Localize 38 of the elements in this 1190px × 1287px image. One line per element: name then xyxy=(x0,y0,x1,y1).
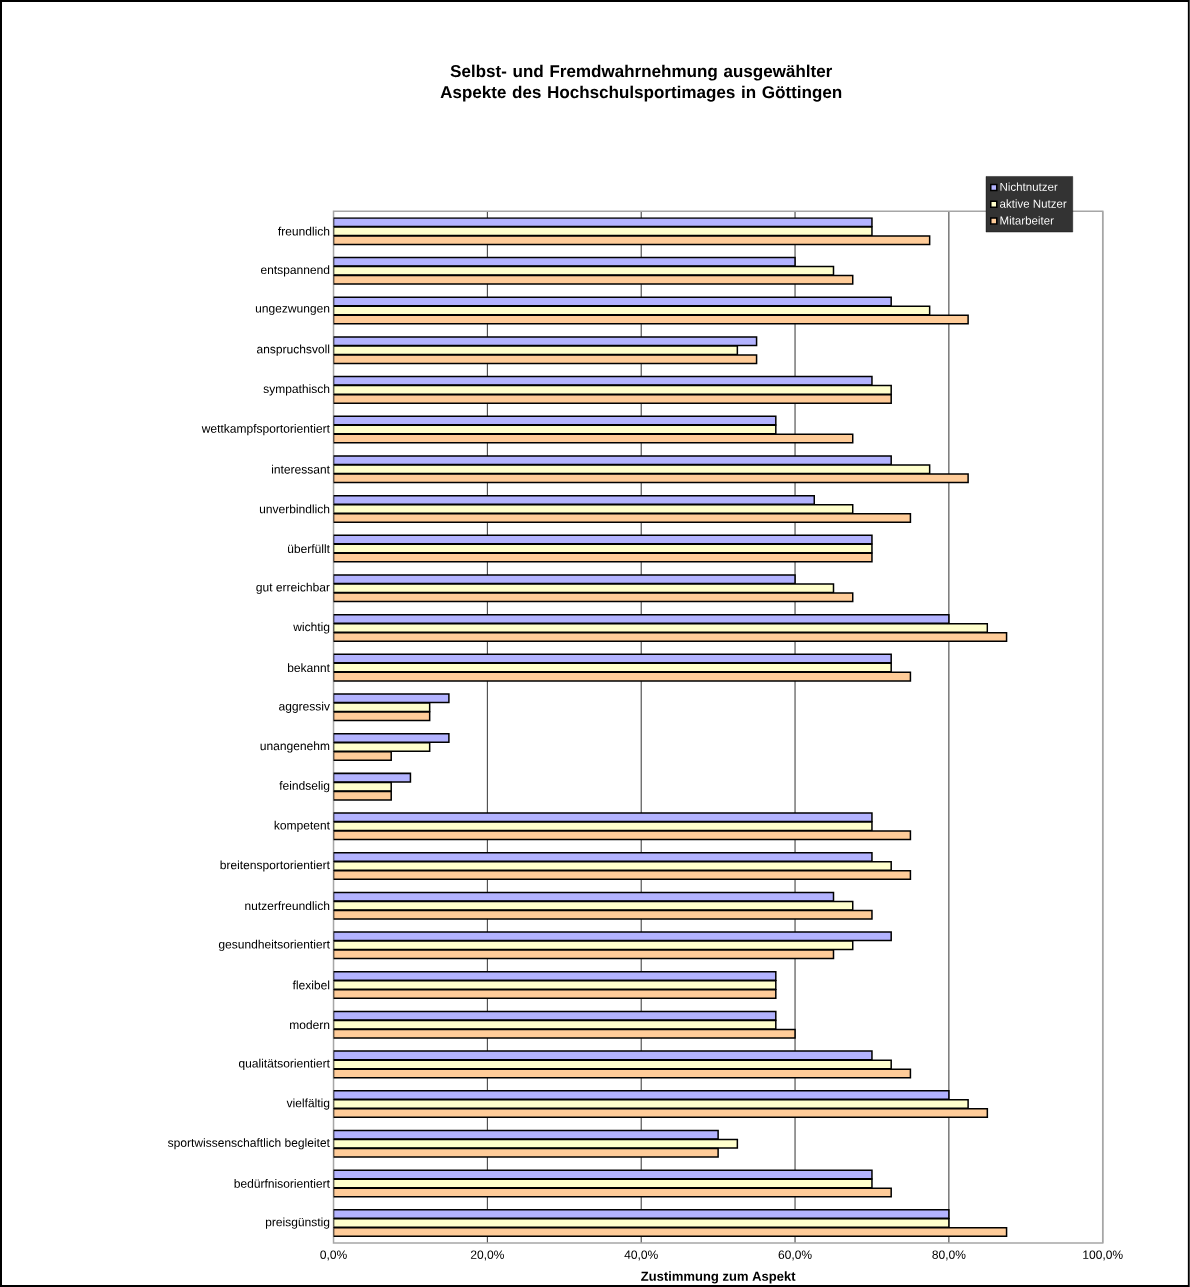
x-tick-label: 20,0% xyxy=(471,1250,505,1261)
x-tick-label: 40,0% xyxy=(624,1250,658,1261)
y-tick-label: breitensportorientiert xyxy=(220,860,330,872)
y-tick-label: bekannt xyxy=(288,663,330,673)
x-tick-label: 60,0% xyxy=(778,1250,812,1261)
x-axis-title: Zustimmung zum Aspekt xyxy=(641,1271,796,1284)
y-tick-label: entspannend xyxy=(261,265,330,277)
chart-title: Selbst- und Fremdwahrnehmung ausgewählter Aspekte des Hochschulsportimages in Göttingen xyxy=(440,64,842,102)
y-tick-label: ungezwungen xyxy=(256,306,330,316)
y-tick-label: überfüllt xyxy=(288,544,330,553)
y-tick-label: wichtig xyxy=(293,622,330,634)
y-tick-label: aggressiv xyxy=(279,701,331,713)
bar xyxy=(333,860,893,872)
y-tick-label: unverbindlich xyxy=(260,504,330,514)
y-tick-label: flexibel xyxy=(292,980,330,990)
y-tick-label: preisgünstig xyxy=(266,1217,330,1229)
y-tick-label: modern xyxy=(290,1020,330,1030)
y-tick-label: gut erreichbar xyxy=(256,582,330,594)
y-tick-label: feindselig xyxy=(279,781,330,793)
y-tick-label: unangenehm xyxy=(260,741,330,753)
y-tick-label: interessant xyxy=(272,464,330,474)
legend-label: Nichtnutzer xyxy=(1000,182,1058,191)
y-tick-label: anspruchsvoll xyxy=(257,344,330,356)
y-tick-label: gesundheitsorientiert xyxy=(218,939,330,951)
x-tick-label: 80,0% xyxy=(932,1250,966,1261)
x-tick-label: 0,0% xyxy=(320,1250,347,1261)
legend-label: aktive Nutzer xyxy=(1000,199,1067,208)
y-tick-label: qualitätsorientiert xyxy=(239,1058,330,1070)
y-tick-label: sympathisch xyxy=(263,384,330,396)
y-tick-label: wettkampfsportorientiert xyxy=(201,423,330,436)
legend-label: Mitarbeiter xyxy=(1000,216,1054,225)
y-tick-label: vielfältig xyxy=(286,1098,330,1110)
x-tick-label: 100,0% xyxy=(1083,1250,1123,1261)
y-tick-label: sportwissenschaftlich begleitet xyxy=(168,1138,330,1150)
y-tick-label: nutzerfreundlich xyxy=(245,901,330,911)
y-tick-label: freundlich xyxy=(278,226,330,236)
y-tick-label: bedürfnisorientiert xyxy=(234,1179,330,1188)
y-tick-label: kompetent xyxy=(274,820,330,832)
